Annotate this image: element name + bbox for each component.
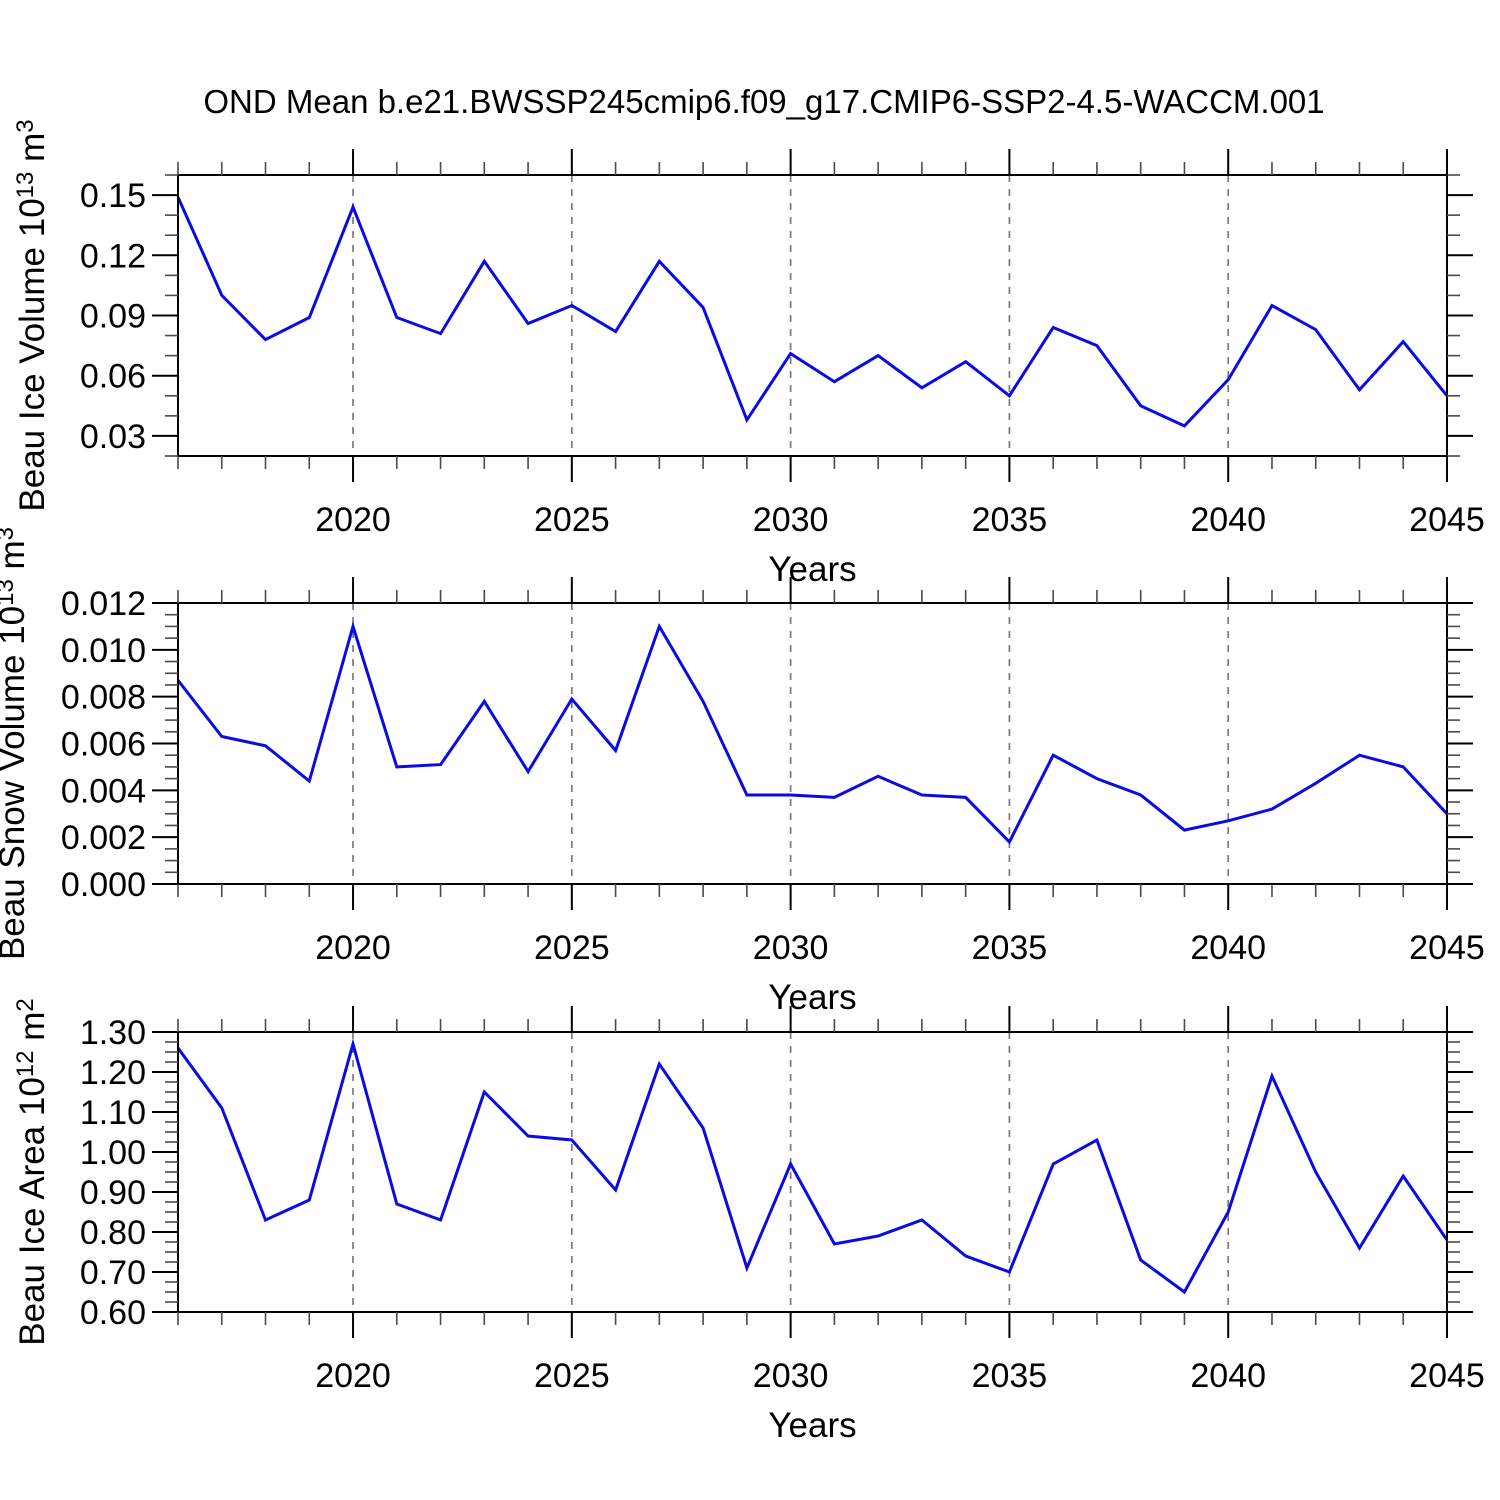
plot-frame	[177, 1031, 1448, 1313]
x-tick-label: 2030	[753, 1357, 829, 1395]
beau-snow-volume-series-line	[176, 621, 1449, 845]
x-tick-label: 2040	[1190, 1357, 1266, 1395]
beau-snow-volume-plot: 0.000 0.002 0.004 0.006 0.008 0.010 0.012 2020 2…	[0, 527, 1485, 1017]
x-tick-label: 2045	[1409, 929, 1485, 967]
y-axis-title: Beau Ice Volume 1013 m3	[12, 119, 52, 511]
x-tick-label: 2035	[972, 1357, 1048, 1395]
y-tick-label: 0.010	[61, 632, 146, 670]
x-tick-label: 2045	[1409, 1357, 1485, 1395]
y-tick-label: 1.20	[80, 1054, 146, 1092]
x-tick-label: 2025	[534, 501, 610, 539]
y-axis-title-superscript: 2	[12, 998, 39, 1011]
x-tick-label: 2040	[1190, 929, 1266, 967]
y-axis-title-text: Beau Ice Area 10	[13, 1077, 52, 1346]
y-tick-label: 0.000	[61, 866, 146, 904]
y-axis-title-text: m	[13, 133, 52, 172]
beau-ice-volume-series-line	[176, 196, 1449, 428]
y-axis-title-text: m	[0, 540, 32, 579]
y-tick-label: 0.006	[61, 726, 146, 764]
y-tick-label: 0.60	[80, 1294, 146, 1332]
y-axis-title-superscript: 13	[12, 172, 39, 199]
y-tick-label: 1.10	[80, 1094, 146, 1132]
y-tick-label: 0.09	[80, 298, 146, 336]
y-tick-label: 0.004	[61, 772, 146, 810]
y-axis-title-superscript: 12	[12, 1051, 39, 1078]
plot-frame	[177, 174, 1448, 457]
y-axis-title-text: Beau Ice Volume 10	[13, 198, 52, 511]
plot-frame	[177, 602, 1448, 885]
x-tick-label: 2030	[753, 929, 829, 967]
x-tick-label: 2020	[315, 929, 391, 967]
y-axis-title: Beau Snow Volume 1013 m3	[0, 527, 32, 960]
x-axis-title: Years	[768, 1406, 856, 1445]
y-axis-title-superscript: 3	[12, 119, 39, 132]
y-tick-label: 0.15	[80, 177, 146, 215]
x-axis-title: Years	[768, 550, 856, 589]
x-axis-title: Years	[768, 978, 856, 1017]
y-tick-label: 0.70	[80, 1254, 146, 1292]
x-tick-label: 2020	[315, 501, 391, 539]
x-tick-label: 2040	[1190, 501, 1266, 539]
y-tick-label: 1.30	[80, 1014, 146, 1052]
y-tick-label: 0.80	[80, 1214, 146, 1252]
x-tick-label: 2035	[972, 929, 1048, 967]
y-axis-title-text: m	[13, 1012, 52, 1051]
y-tick-label: 0.12	[80, 237, 146, 275]
x-tick-label: 2025	[534, 1357, 610, 1395]
beau-ice-area-plot: 0.600.700.800.901.001.101.201.30 2020 2025…	[12, 998, 1485, 1445]
x-tick-label: 2035	[972, 501, 1048, 539]
x-tick-label: 2025	[534, 929, 610, 967]
y-tick-label: 0.06	[80, 358, 146, 396]
x-tick-label: 2030	[753, 501, 829, 539]
chart-title: OND Mean b.e21.BWSSP245cmip6.f09_g17.CMI…	[203, 83, 1325, 120]
y-axis-title-text: Beau Snow Volume 10	[0, 606, 32, 960]
y-axis-title: Beau Ice Area 1012 m2	[12, 998, 52, 1346]
y-axis-title-superscript: 13	[0, 579, 19, 606]
beau-ice-area-series-line	[176, 1038, 1449, 1295]
y-tick-label: 0.008	[61, 679, 146, 717]
y-axis-title-superscript: 3	[0, 527, 19, 540]
y-tick-label: 0.03	[80, 418, 146, 456]
y-tick-label: 0.002	[61, 819, 146, 857]
x-tick-label: 2020	[315, 1357, 391, 1395]
y-tick-label: 0.012	[61, 585, 146, 623]
y-tick-label: 0.90	[80, 1174, 146, 1212]
beau-ice-volume-plot: 0.03 0.06 0.09 0.12 0.15 2020 2025 2030 2035 2040…	[12, 119, 1485, 589]
y-tick-label: 1.00	[80, 1134, 146, 1172]
x-tick-label: 2045	[1409, 501, 1485, 539]
